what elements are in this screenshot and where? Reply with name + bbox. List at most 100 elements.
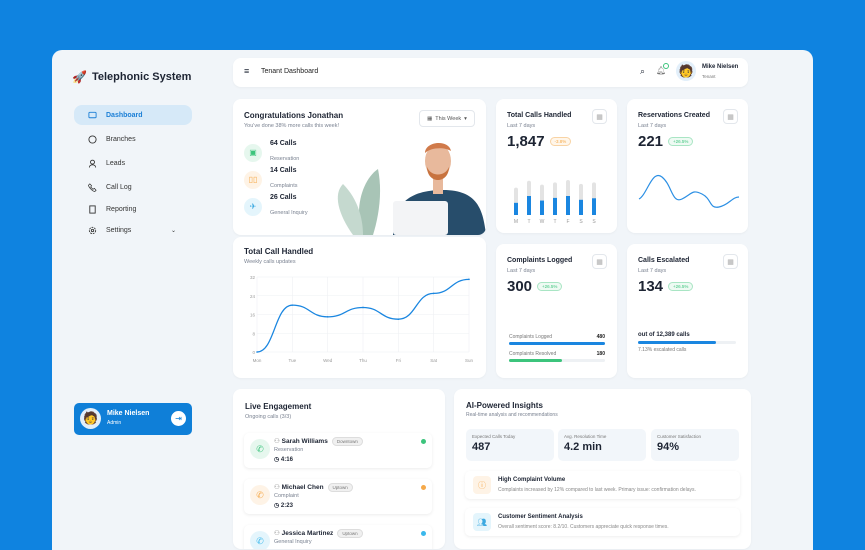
sidebar-item-reporting[interactable]: Reporting — [74, 199, 192, 219]
x-tick-label: Thu — [359, 358, 367, 363]
reservations-sparkline — [638, 174, 740, 208]
report-icon — [89, 204, 96, 214]
reservations-value: 221 — [638, 133, 664, 150]
y-tick-label: 16 — [250, 313, 256, 318]
stat-general-inquiry: ✈ 26 Calls General Inquiry — [244, 194, 308, 219]
users-icon: 👥︎ — [473, 513, 491, 531]
alert-icon: ⓘ — [473, 476, 491, 494]
change-badge: +26.5% — [537, 282, 563, 292]
calendar-icon: ▣ — [244, 143, 262, 162]
phone-icon: ✆ — [250, 485, 270, 505]
live-call-item[interactable]: ✆ ⚇ Jessica Martinez Uptown General Inqui… — [244, 525, 432, 549]
menu-icon[interactable]: ≡ — [244, 66, 250, 76]
chevron-down-icon: ⌄ — [170, 227, 176, 234]
escalated-value: 134 — [638, 278, 664, 295]
location-tag: Downtown — [331, 437, 363, 446]
day-label: S — [579, 219, 583, 225]
bell-icon[interactable]: 🔔︎ — [656, 66, 667, 75]
stat-reservation: ▣ 64 Calls Reservation — [244, 140, 299, 165]
data-point — [256, 351, 258, 353]
bar-fill — [566, 196, 570, 215]
stat-complaints: ▯▯ 14 Calls Complaints — [244, 167, 298, 192]
day-label: T — [527, 219, 530, 225]
calendar-button[interactable]: ▦ — [723, 109, 738, 124]
insight-high-complaint[interactable]: ⓘ High Complaint Volume Complaints increas… — [465, 471, 740, 499]
total-calls-card: Total Calls Handled Last 7 days 1,847 -3.… — [496, 99, 617, 233]
book-icon: ▯▯ — [244, 170, 262, 189]
user-icon — [88, 159, 97, 168]
escalated-card: Calls Escalated Last 7 days 134 +26.5% ▦ … — [627, 244, 748, 378]
sidebar-item-dashboard[interactable]: Dashboard — [74, 105, 192, 125]
live-call-item[interactable]: ✆ ⚇ Sarah Williams Downtown Reservation ◷… — [244, 433, 432, 468]
monitor-icon — [88, 111, 97, 118]
x-tick-label: Sun — [465, 358, 474, 363]
user-icon: ⚇ — [274, 438, 282, 445]
header-bar: ≡ Tenant Dashboard ⌕ 🔔︎ 🧑 Mike Nielsen T… — [233, 58, 748, 87]
progress-bar-resolved — [509, 359, 562, 362]
kpi-satisfaction: Customer Satisfaction 94% — [651, 429, 739, 461]
status-dot — [421, 531, 426, 536]
sidebar-item-settings[interactable]: Settings ⌄ — [74, 220, 192, 240]
day-label: T — [553, 219, 556, 225]
x-tick-label: Fri — [396, 358, 401, 363]
day-label: S — [592, 219, 596, 225]
day-label: F — [566, 219, 569, 225]
search-icon[interactable]: ⌕ — [640, 66, 646, 76]
calendar-button[interactable]: ▦ — [723, 254, 738, 269]
sidebar-item-branches[interactable]: Branches — [74, 129, 192, 149]
megaphone-icon: ✈ — [244, 197, 262, 216]
y-tick-label: 32 — [250, 275, 256, 280]
weekly-line-chart: 0 8 16 24 32 Mon Tue Wed Thu Fri Sat Sun — [250, 275, 474, 363]
app-logo: 🚀 Telephonic System — [72, 70, 191, 84]
period-dropdown[interactable]: ▦ This Week ▾ — [419, 110, 475, 127]
location-tag: Uptown — [327, 483, 353, 492]
y-tick-label: 24 — [250, 294, 256, 299]
data-point — [432, 292, 435, 295]
gear-icon — [88, 226, 97, 234]
clock-icon: ◷ — [274, 503, 281, 509]
rocket-icon: 🚀 — [72, 70, 87, 84]
data-point — [397, 318, 400, 320]
live-call-item[interactable]: ✆ ⚇ Michael Chen Uptown Complaint ◷ 2:23 — [244, 479, 432, 514]
sidebar-item-call-log[interactable]: Call Log — [74, 177, 192, 197]
calendar-button[interactable]: ▦ — [592, 254, 607, 269]
change-badge: +26.5% — [668, 137, 694, 147]
x-tick-label: Mon — [253, 358, 262, 363]
data-point — [468, 278, 470, 281]
bar-fill — [527, 196, 531, 215]
bar-fill — [579, 199, 583, 215]
calendar-icon: ▦ — [427, 115, 433, 122]
data-point — [291, 304, 294, 306]
calendar-button[interactable]: ▦ — [592, 109, 607, 124]
y-tick-label: 0 — [252, 350, 255, 355]
kpi-resolution-time: Avg. Resolution Time 4.2 min — [558, 429, 646, 461]
day-label: M — [514, 219, 518, 225]
bar-fill — [540, 200, 544, 215]
total-calls-value: 1,847 — [507, 133, 545, 150]
live-engagement-card: Live Engagement Ongoing calls (3/3) ✆ ⚇ … — [233, 389, 445, 549]
app-title: Telephonic System — [91, 71, 192, 83]
change-badge: +26.5% — [668, 282, 694, 292]
status-dot — [421, 485, 426, 490]
bar-fill — [514, 202, 518, 215]
avatar: 🧑 — [80, 408, 101, 429]
escalated-progress-bar — [638, 341, 717, 344]
insight-sentiment[interactable]: 👥︎ Customer Sentiment Analysis Overall sen… — [465, 508, 740, 536]
y-tick-label: 8 — [252, 331, 255, 336]
ai-insights-card: AI-Powered Insights Real-time analysis a… — [454, 389, 751, 549]
building-icon — [88, 134, 97, 144]
logout-icon[interactable]: ⇥ — [171, 411, 186, 426]
user-icon: ⚇ — [274, 484, 282, 491]
progress-bar-logged — [509, 342, 605, 345]
bar-fill — [592, 198, 596, 215]
status-dot — [421, 439, 426, 444]
bar-fill — [553, 197, 557, 215]
clock-icon: ◷ — [274, 457, 281, 463]
user-icon: ⚇ — [274, 530, 282, 537]
avatar[interactable]: 🧑 — [676, 61, 696, 81]
weekly-calls-card: Total Call Handled Weekly calls updates … — [233, 237, 486, 378]
profile-card[interactable]: 🧑 Mike Nielsen Admin ⇥ — [74, 403, 192, 435]
kpi-expected-calls: Expected Calls Today 487 — [466, 429, 554, 461]
change-badge: -3.8% — [549, 137, 572, 147]
sidebar-item-leads[interactable]: Leads — [74, 153, 192, 173]
